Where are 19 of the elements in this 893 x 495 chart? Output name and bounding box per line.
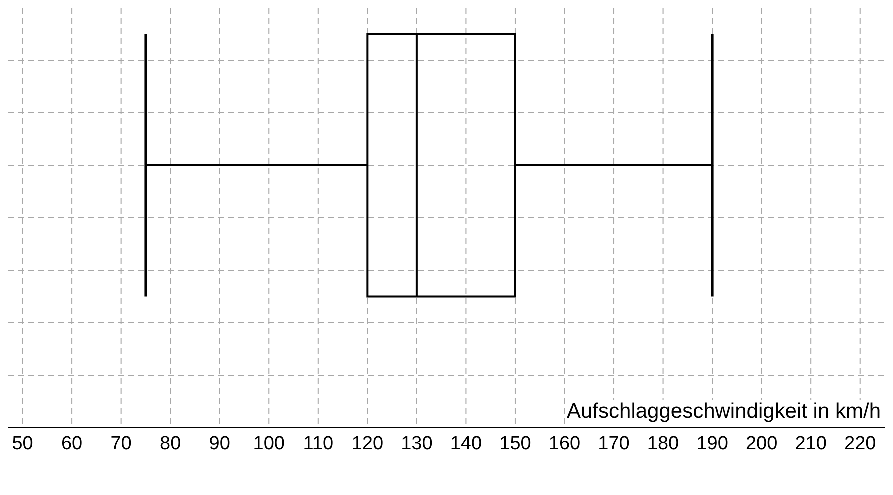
x-tick-label: 140: [450, 433, 482, 454]
x-tick-label: 120: [352, 433, 384, 454]
x-tick-label: 180: [647, 433, 680, 454]
x-tick-label: 210: [795, 433, 827, 454]
x-tick-label: 90: [209, 433, 230, 454]
x-tick-label: 100: [253, 433, 285, 454]
x-tick-label: 170: [598, 433, 630, 454]
x-tick-label: 80: [160, 433, 182, 454]
x-tick-label: 110: [303, 433, 334, 454]
x-tick-label: 50: [12, 433, 34, 454]
x-tick-label: 160: [548, 433, 581, 454]
x-tick-label: 70: [110, 433, 132, 454]
x-axis-title: Aufschlaggeschwindigkeit in km/h: [567, 400, 881, 424]
x-tick-label: 190: [696, 433, 728, 454]
x-tick-label: 200: [746, 433, 778, 454]
x-tick-label: 130: [401, 433, 433, 454]
x-tick-label: 220: [844, 433, 876, 454]
x-tick-label: 150: [500, 433, 532, 454]
x-tick-label: 60: [61, 433, 83, 454]
